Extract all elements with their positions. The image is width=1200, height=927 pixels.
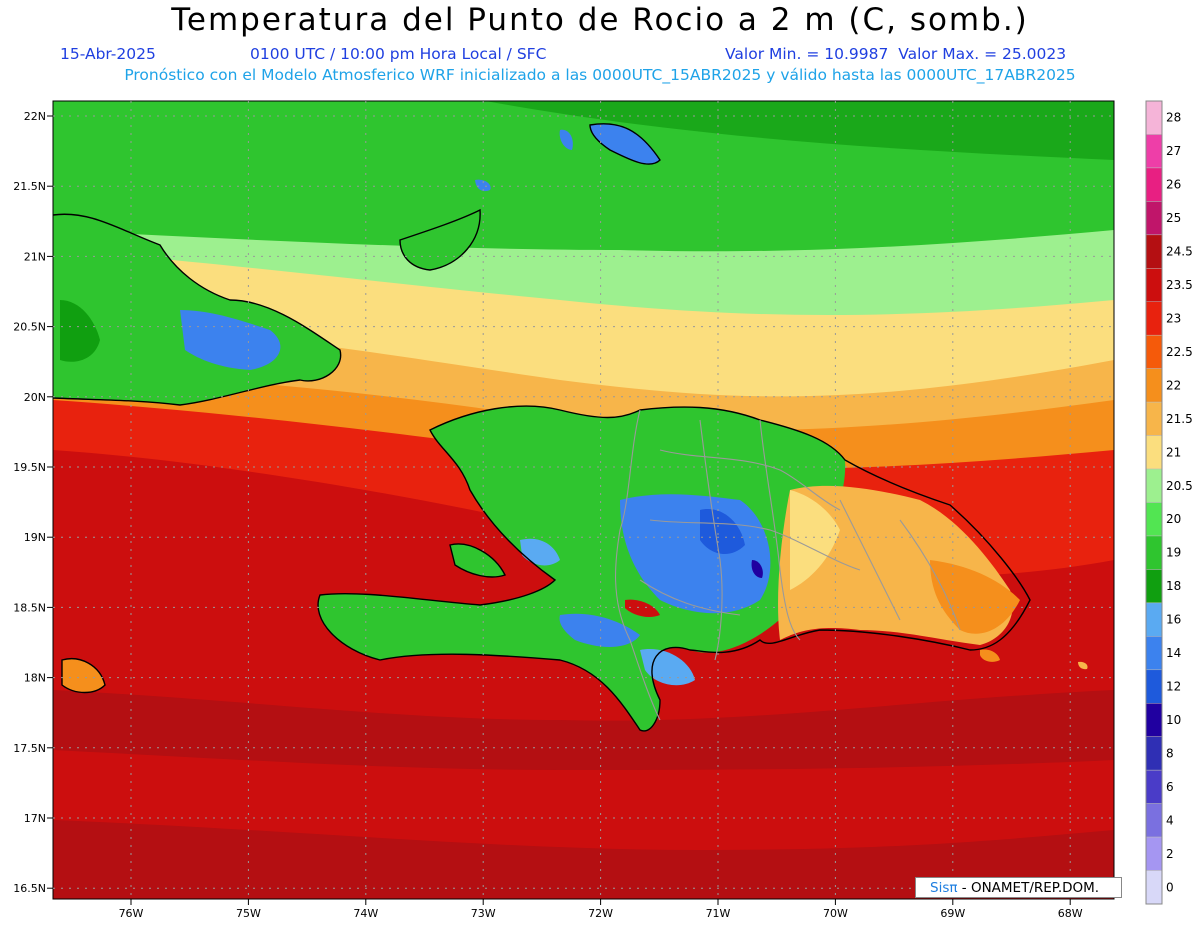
legend-swatch [1145,234,1163,269]
lon-label: 69W [940,907,965,920]
legend-label: 22 [1166,378,1181,392]
legend-label: 28 [1166,111,1181,125]
legend-swatch [1145,535,1163,570]
latitude-labels: 22N 21.5N 21N 20.5N 20N 19.5N 19N 18.5N 18N 17.5N… [13,110,53,895]
credit-brand: Sisπ [930,880,958,896]
lat-label: 22N [24,110,46,123]
province-borders [614,409,961,721]
forecast-date: 15-Abr-2025 [60,45,156,63]
legend-swatch [1145,502,1163,537]
longitude-labels: 76W 75W 74W 73W 72W 71W 70W 69W 68W [119,899,1083,920]
legend-swatch [1145,569,1163,604]
legend-swatch [1145,468,1163,503]
lat-label: 18N [24,672,46,685]
legend-swatch [1145,368,1163,403]
legend-label: 21.5 [1166,412,1193,426]
legend-label: 26 [1166,178,1181,192]
model-info: Pronóstico con el Modelo Atmosferico WRF… [124,66,1076,84]
legend-label: 2 [1166,847,1174,861]
legend-label: 4 [1166,813,1174,827]
lat-label: 20.5N [13,321,46,334]
lon-label: 74W [353,907,378,920]
legend-label: 27 [1166,144,1181,158]
legend-label: 20 [1166,512,1181,526]
legend-swatch [1145,836,1163,871]
legend-swatch [1145,100,1163,135]
lon-label: 70W [823,907,848,920]
legend-label: 20.5 [1166,479,1193,493]
lon-label: 73W [471,907,496,920]
legend-swatch [1145,268,1163,302]
legend-swatch [1145,769,1163,804]
lat-label: 16.5N [13,882,46,895]
legend-label: 23.5 [1166,278,1193,292]
lat-label: 18.5N [13,601,46,614]
lon-label: 71W [706,907,731,920]
lon-label: 75W [236,907,261,920]
legend-label: 0 [1166,880,1174,894]
lon-label: 76W [119,907,144,920]
lat-label: 17N [24,812,46,825]
legend-swatch [1145,669,1163,704]
legend-swatch [1145,736,1163,771]
lat-label: 21N [24,250,46,263]
lat-label: 19.5N [13,461,46,474]
legend-label: 6 [1166,780,1174,794]
legend-label: 19 [1166,546,1181,560]
credit-text: - ONAMET/REP.DOM. [957,880,1100,896]
legend-swatch [1145,870,1163,905]
lat-label: 20N [24,391,46,404]
legend-label: 24.5 [1166,245,1193,259]
legend-swatch [1145,134,1163,169]
legend-swatch [1145,435,1163,470]
legend-label: 8 [1166,746,1174,760]
legend-label: 12 [1166,680,1181,694]
legend-swatch [1145,167,1163,202]
legend-label: 25 [1166,211,1181,225]
forecast-time: 0100 UTC / 10:00 pm Hora Local / SFC [250,45,547,63]
map-frame [52,100,1115,900]
lon-label: 72W [588,907,613,920]
legend-swatch [1145,334,1163,369]
map-title: Temperatura del Punto de Rocio a 2 m (C,… [171,2,1029,38]
dew-point-field [53,101,1114,899]
legend-swatch [1145,602,1163,637]
credit-box: Sisπ - ONAMET/REP.DOM. [915,877,1122,898]
min-max-values: Valor Min. = 10.9987 Valor Max. = 25.002… [725,45,1067,63]
color-legend: 2827262524.523.52322.52221.52120.5201918… [1145,100,1193,905]
lat-label: 21.5N [13,180,46,193]
legend-swatch [1145,201,1163,236]
legend-swatch [1145,703,1163,737]
legend-label: 23 [1166,311,1181,325]
graticule [53,101,1114,899]
legend-label: 18 [1166,579,1181,593]
legend-label: 16 [1166,613,1181,627]
legend-label: 14 [1166,646,1181,660]
legend-swatch [1145,636,1163,671]
legend-label: 22.5 [1166,345,1193,359]
lat-label: 17.5N [13,742,46,755]
legend-label: 21 [1166,445,1181,459]
legend-swatch [1145,803,1163,838]
lon-label: 68W [1058,907,1083,920]
lat-label: 19N [24,531,46,544]
legend-swatch [1145,401,1163,436]
legend-label: 10 [1166,713,1181,727]
legend-swatch [1145,301,1163,336]
